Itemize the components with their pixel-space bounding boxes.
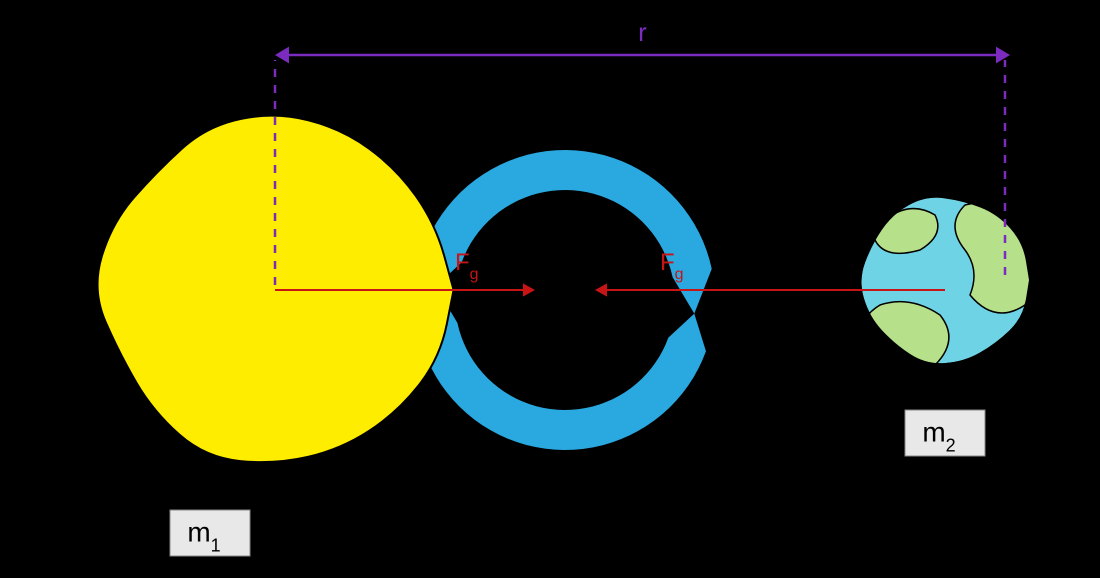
distance-label: r <box>638 17 647 47</box>
gravitation-diagram: rFgFgm1m2 <box>0 0 1100 578</box>
